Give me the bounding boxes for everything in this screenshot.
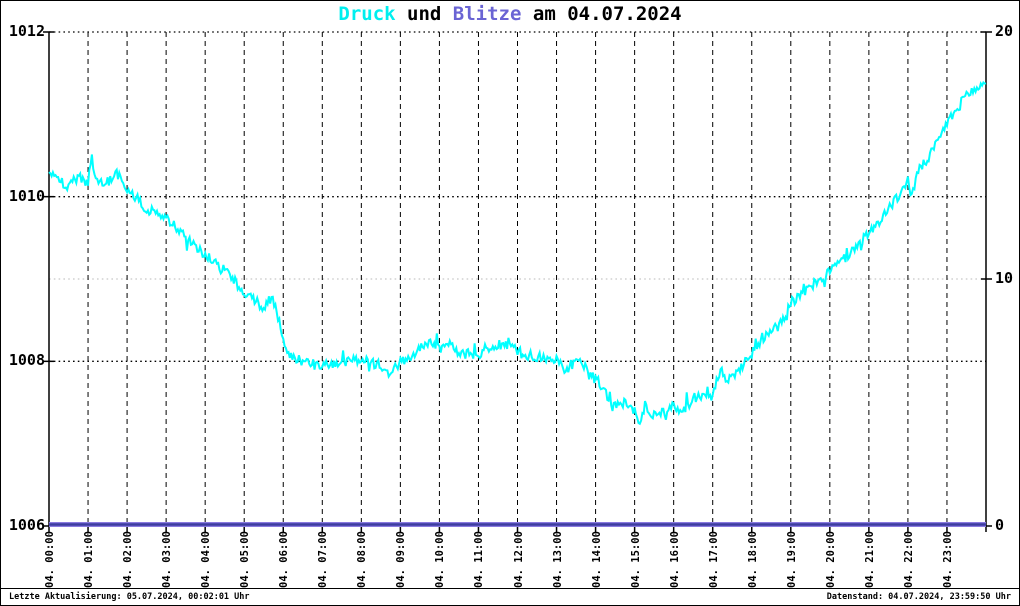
x-label-21: 04. 21:00 <box>863 531 876 588</box>
x-label-7: 04. 07:00 <box>317 531 330 588</box>
title-blitze: Blitze <box>452 3 522 25</box>
x-label-6: 04. 06:00 <box>278 531 291 588</box>
y-right-label-10: 10 <box>995 269 1014 287</box>
x-label-16: 04. 16:00 <box>668 531 681 588</box>
x-label-10: 04. 10:00 <box>434 531 447 588</box>
x-label-22: 04. 22:00 <box>902 531 915 588</box>
x-label-13: 04. 13:00 <box>551 531 564 588</box>
x-label-18: 04. 18:00 <box>746 531 759 588</box>
y-left-label-1010: 1010 <box>8 186 45 205</box>
x-label-17: 04. 17:00 <box>707 531 720 588</box>
y-left-label-1006: 1006 <box>8 516 45 534</box>
x-label-15: 04. 15:00 <box>629 531 642 588</box>
x-label-23: 04. 23:00 <box>941 531 954 588</box>
chart-title: Druck und Blitze am 04.07.2024 <box>1 3 1019 25</box>
y-right-label-0: 0 <box>995 516 1005 534</box>
title-druck: Druck <box>338 3 396 25</box>
title-und: und <box>395 3 453 25</box>
footer-bar: Letzte Aktualisierung: 05.07.2024, 00:02… <box>1 588 1019 605</box>
x-label-1: 04. 01:00 <box>83 531 96 588</box>
data-timestamp-text: Datenstand: 04.07.2024, 23:59:50 Uhr <box>826 592 1011 602</box>
druck-curve <box>48 80 987 426</box>
x-label-8: 04. 08:00 <box>356 531 369 588</box>
x-label-14: 04. 14:00 <box>590 531 603 588</box>
x-label-4: 04. 04:00 <box>200 531 213 588</box>
y-left-label-1012: 1012 <box>8 22 45 40</box>
x-label-11: 04. 11:00 <box>473 531 486 588</box>
x-label-5: 04. 05:00 <box>239 531 252 588</box>
last-update-text: Letzte Aktualisierung: 05.07.2024, 00:02… <box>9 592 250 602</box>
x-label-19: 04. 19:00 <box>785 531 798 588</box>
title-date: am 04.07.2024 <box>521 3 682 25</box>
x-label-20: 04. 20:00 <box>824 531 837 588</box>
x-label-0: 04. 00:00 <box>44 531 56 588</box>
x-label-2: 04. 02:00 <box>122 531 135 588</box>
y-left-label-1008: 1008 <box>8 351 45 370</box>
pressure-lightning-plot <box>43 31 992 532</box>
y-right-label-20: 20 <box>995 22 1014 40</box>
x-label-9: 04. 09:00 <box>395 531 408 588</box>
x-label-12: 04. 12:00 <box>512 531 525 588</box>
x-label-3: 04. 03:00 <box>161 531 174 588</box>
